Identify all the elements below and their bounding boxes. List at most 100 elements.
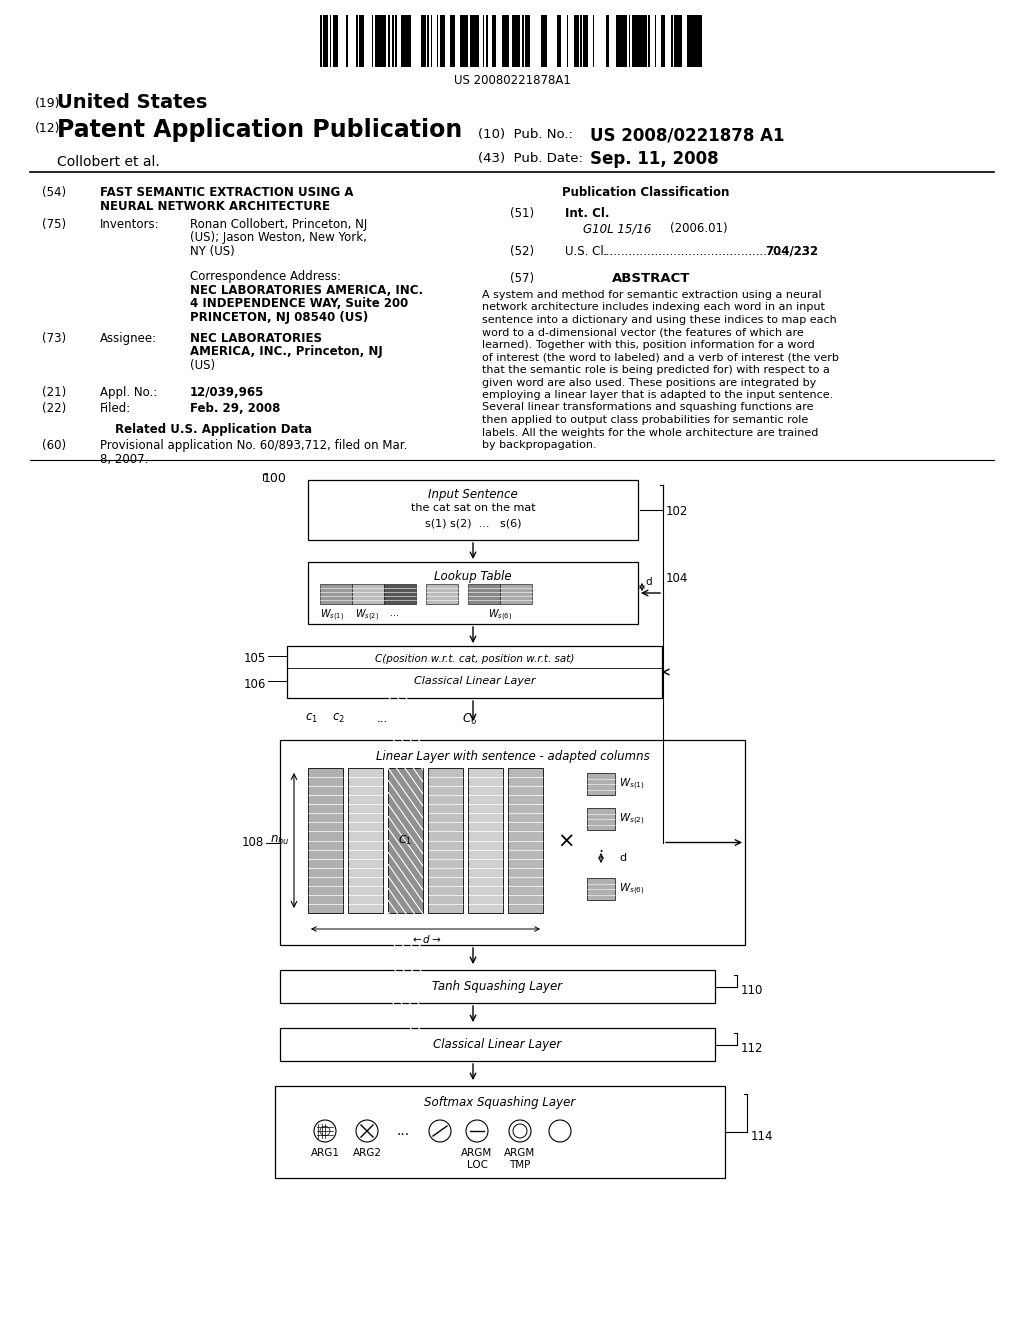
- Bar: [426, 583, 458, 605]
- Text: $\leftarrow d \rightarrow$: $\leftarrow d \rightarrow$: [410, 933, 441, 945]
- Text: (US); Jason Weston, New York,: (US); Jason Weston, New York,: [190, 231, 367, 244]
- Text: PRINCETON, NJ 08540 (US): PRINCETON, NJ 08540 (US): [190, 310, 369, 323]
- Bar: [308, 768, 343, 913]
- Text: 110: 110: [741, 985, 763, 998]
- Bar: [372, 15, 374, 67]
- Text: (19): (19): [35, 96, 60, 110]
- Text: Ronan Collobert, Princeton, NJ: Ronan Collobert, Princeton, NJ: [190, 218, 368, 231]
- Text: Classical Linear Layer: Classical Linear Layer: [433, 1038, 561, 1051]
- Text: (12): (12): [35, 121, 60, 135]
- Bar: [440, 15, 445, 67]
- Bar: [544, 15, 547, 67]
- Text: $C_1$: $C_1$: [398, 834, 413, 847]
- Bar: [500, 583, 532, 605]
- Bar: [512, 15, 517, 67]
- Text: $n_{hu}$: $n_{hu}$: [270, 834, 290, 847]
- Bar: [394, 15, 397, 67]
- Bar: [330, 15, 331, 67]
- Text: (2006.01): (2006.01): [670, 222, 728, 235]
- Bar: [687, 15, 693, 67]
- Text: 106: 106: [244, 677, 266, 690]
- Text: ARGM: ARGM: [462, 1148, 493, 1158]
- Bar: [528, 15, 529, 67]
- Bar: [584, 15, 587, 67]
- Text: $C_6$: $C_6$: [462, 711, 477, 727]
- Text: C(position w.r.t. cat, position w.r.t. sat): C(position w.r.t. cat, position w.r.t. s…: [375, 653, 574, 664]
- Text: Correspondence Address:: Correspondence Address:: [190, 271, 341, 282]
- Bar: [287, 645, 662, 698]
- Text: Lookup Table: Lookup Table: [434, 570, 512, 583]
- Text: Related U.S. Application Data: Related U.S. Application Data: [115, 422, 312, 436]
- Bar: [642, 15, 646, 67]
- Bar: [308, 562, 638, 624]
- Bar: [424, 15, 426, 67]
- Text: of interest (the word to labeled) and a verb of interest (the verb: of interest (the word to labeled) and a …: [482, 352, 839, 363]
- Text: NEC LABORATORIES AMERICA, INC.: NEC LABORATORIES AMERICA, INC.: [190, 284, 423, 297]
- Bar: [437, 15, 438, 67]
- Text: US 20080221878A1: US 20080221878A1: [454, 74, 570, 87]
- Bar: [505, 15, 509, 67]
- Text: 108: 108: [242, 836, 264, 849]
- Text: word to a d-dimensional vector (the features of which are: word to a d-dimensional vector (the feat…: [482, 327, 804, 338]
- Bar: [485, 15, 488, 67]
- Text: ARGM: ARGM: [505, 1148, 536, 1158]
- Text: (75): (75): [42, 218, 67, 231]
- Bar: [476, 15, 479, 67]
- Bar: [493, 15, 496, 67]
- Text: ARG2: ARG2: [352, 1148, 382, 1158]
- Bar: [515, 15, 520, 67]
- Text: (10)  Pub. No.:: (10) Pub. No.:: [478, 128, 572, 141]
- Bar: [587, 878, 615, 900]
- Text: Softmax Squashing Layer: Softmax Squashing Layer: [424, 1096, 575, 1109]
- Bar: [404, 15, 411, 67]
- Text: $c_1$: $c_1$: [305, 711, 317, 725]
- Bar: [587, 808, 615, 830]
- Text: Provisional application No. 60/893,712, filed on Mar.: Provisional application No. 60/893,712, …: [100, 440, 408, 451]
- Bar: [524, 15, 529, 67]
- Text: ...: ...: [377, 711, 388, 725]
- Bar: [629, 15, 630, 67]
- Text: (54): (54): [42, 186, 67, 199]
- Text: Collobert et al.: Collobert et al.: [57, 154, 160, 169]
- Bar: [502, 15, 509, 67]
- Bar: [482, 15, 483, 67]
- Bar: [674, 15, 678, 67]
- Text: employing a linear layer that is adapted to the input sentence.: employing a linear layer that is adapted…: [482, 389, 834, 400]
- Bar: [557, 15, 560, 67]
- Text: learned). Together with this, position information for a word: learned). Together with this, position i…: [482, 341, 815, 350]
- Bar: [567, 15, 568, 67]
- Bar: [336, 15, 338, 67]
- Bar: [473, 15, 477, 67]
- Text: (21): (21): [42, 385, 67, 399]
- Bar: [615, 15, 623, 67]
- Bar: [346, 15, 348, 67]
- Bar: [388, 768, 423, 913]
- Bar: [375, 15, 382, 67]
- Text: then applied to output class probabilities for semantic role: then applied to output class probabiliti…: [482, 414, 808, 425]
- Bar: [275, 1086, 725, 1177]
- Text: FAST SEMANTIC EXTRACTION USING A: FAST SEMANTIC EXTRACTION USING A: [100, 186, 353, 199]
- Text: $W_{s(2)}$: $W_{s(2)}$: [618, 812, 645, 826]
- Bar: [385, 15, 386, 67]
- Text: (US): (US): [190, 359, 215, 372]
- Text: ...: ...: [390, 609, 399, 618]
- Text: (51): (51): [510, 207, 535, 220]
- Text: Patent Application Publication: Patent Application Publication: [57, 117, 462, 143]
- Text: given word are also used. These positions are integrated by: given word are also used. These position…: [482, 378, 816, 388]
- Bar: [319, 583, 352, 605]
- Text: ......................................................: ........................................…: [603, 246, 806, 257]
- Bar: [671, 15, 673, 67]
- Text: (52): (52): [510, 246, 535, 257]
- Bar: [466, 15, 468, 67]
- Bar: [639, 15, 643, 67]
- Text: 104: 104: [666, 572, 688, 585]
- Text: 12/039,965: 12/039,965: [190, 385, 264, 399]
- Bar: [577, 15, 579, 67]
- Bar: [280, 1028, 715, 1061]
- Text: ABSTRACT: ABSTRACT: [612, 272, 690, 285]
- Text: TMP: TMP: [509, 1160, 530, 1170]
- Bar: [623, 15, 627, 67]
- Text: Feb. 29, 2008: Feb. 29, 2008: [190, 403, 281, 414]
- Bar: [681, 15, 682, 67]
- Text: US 2008/0221878 A1: US 2008/0221878 A1: [590, 125, 784, 144]
